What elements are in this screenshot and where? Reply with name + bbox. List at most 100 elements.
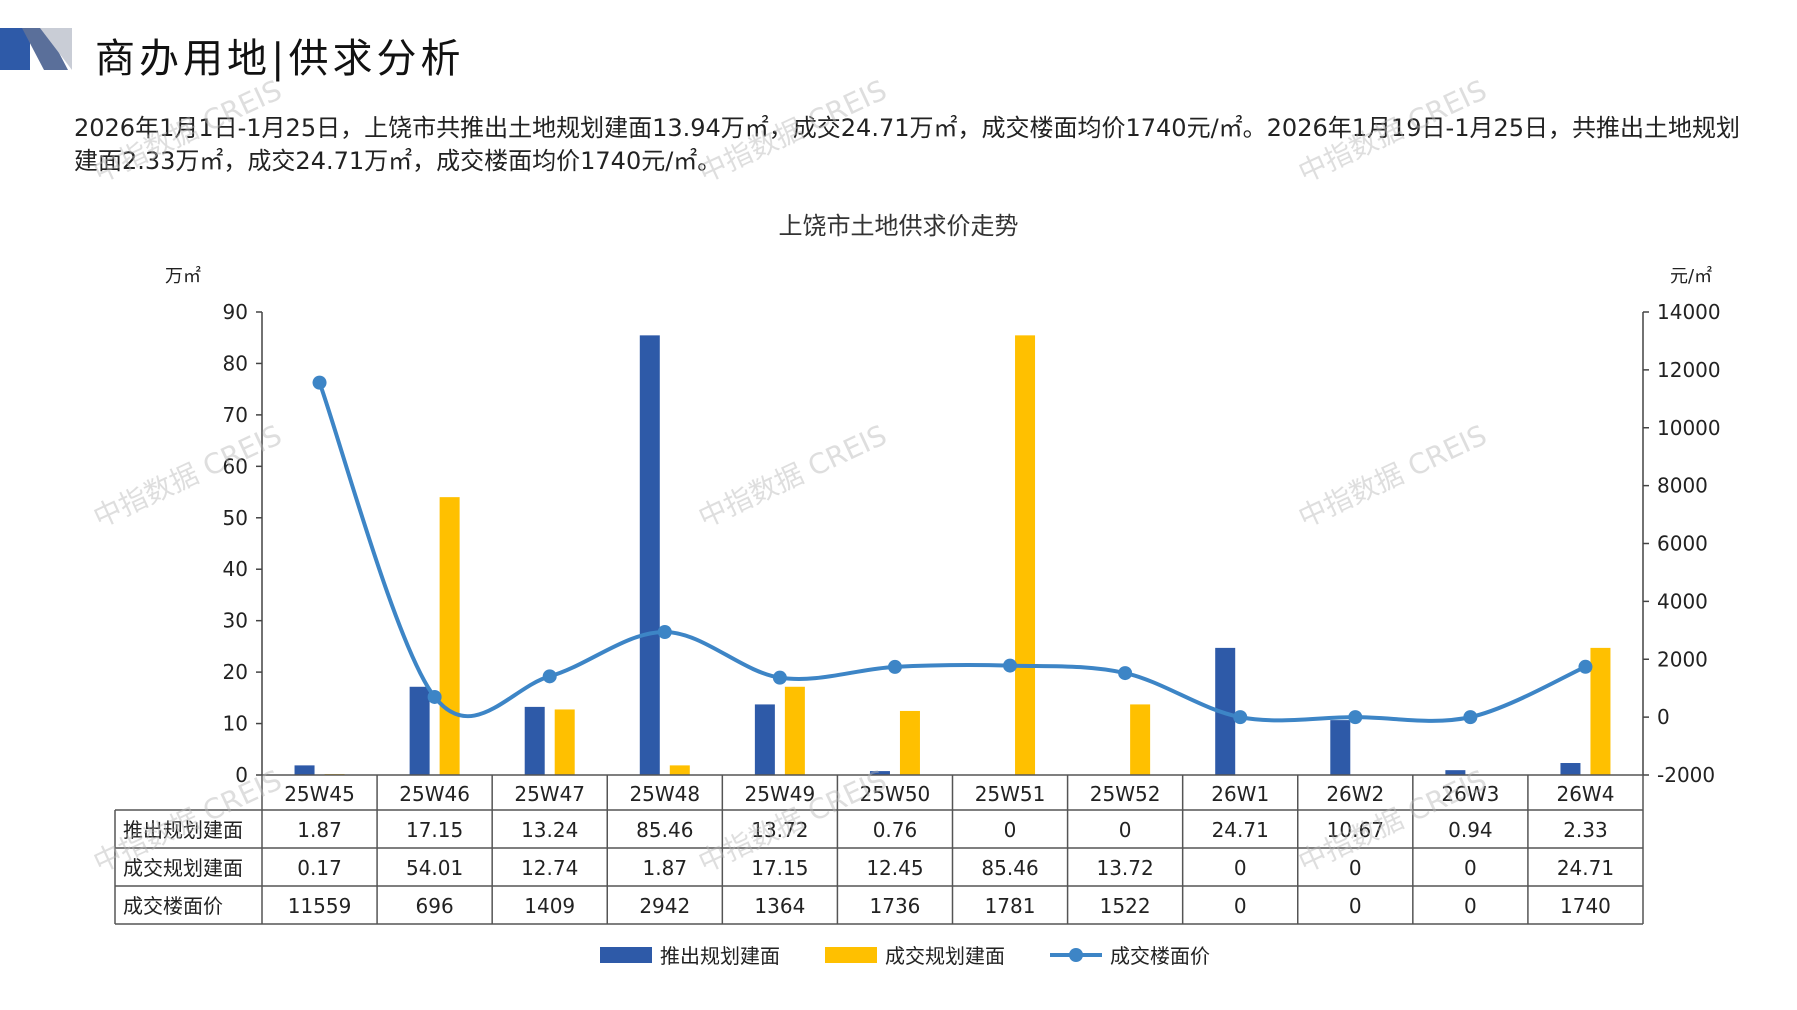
x-tick-label: 26W1 (1211, 782, 1269, 806)
point-price (657, 624, 672, 639)
table-cell: 2942 (639, 894, 690, 918)
table-cell: 1736 (870, 894, 921, 918)
table-row-header: 推出规划建面 (123, 818, 243, 842)
point-price (1233, 710, 1248, 725)
legend-label-deal: 成交规划建面 (885, 944, 1005, 968)
y-tick-label-left: 10 (223, 712, 248, 736)
x-tick-label: 26W2 (1326, 782, 1384, 806)
bar-deal (554, 709, 575, 775)
table-cell: 11559 (288, 894, 352, 918)
y-tick-label-right: 10000 (1657, 416, 1721, 440)
y-tick-label-right: 2000 (1657, 647, 1708, 671)
bar-supply (754, 704, 775, 775)
table-cell: 0 (1234, 856, 1247, 880)
legend-label-price: 成交楼面价 (1110, 944, 1210, 968)
bar-supply (294, 765, 315, 775)
point-price (1463, 710, 1478, 725)
bar-deal (439, 497, 460, 775)
summary-text: 2026年1月1日-1月25日，上饶市共推出土地规划建面13.94万㎡，成交24… (74, 114, 1741, 175)
table-cell: 13.24 (521, 818, 578, 842)
bar-supply (409, 686, 430, 775)
y-tick-label-left: 50 (223, 506, 248, 530)
table-cell: 1409 (524, 894, 575, 918)
point-price (427, 689, 442, 704)
table-cell: 24.71 (1557, 856, 1614, 880)
point-price (772, 670, 787, 685)
header: 商办用地|供求分析 (0, 24, 1797, 82)
table-cell: 0 (1234, 894, 1247, 918)
table-cell: 0.76 (873, 818, 918, 842)
bar-deal (899, 710, 920, 775)
table-row-header: 成交规划建面 (123, 856, 243, 880)
table-cell: 0 (1119, 818, 1132, 842)
chart-title: 上饶市土地供求价走势 (778, 212, 1019, 240)
table-cell: 696 (416, 894, 454, 918)
table-cell: 1781 (985, 894, 1036, 918)
bar-supply (639, 335, 660, 775)
x-tick-label: 25W50 (860, 782, 931, 806)
point-price (1348, 710, 1363, 725)
table-cell: 85.46 (981, 856, 1038, 880)
table-cell: 12.45 (866, 856, 923, 880)
point-price (542, 669, 557, 684)
bar-supply (1445, 770, 1466, 775)
bar-deal (669, 765, 690, 775)
page-title: 商办用地|供求分析 (95, 36, 465, 82)
x-tick-label: 25W52 (1090, 782, 1161, 806)
bar-deal (1590, 647, 1611, 775)
bar-supply (1330, 720, 1351, 775)
table-cell: 0 (1004, 818, 1017, 842)
x-tick-label: 25W46 (399, 782, 470, 806)
table-cell: 24.71 (1212, 818, 1269, 842)
table-cell: 1364 (754, 894, 805, 918)
point-price (887, 659, 902, 674)
y-axis-right-unit: 元/㎡ (1670, 265, 1712, 287)
table-cell: 0 (1349, 856, 1362, 880)
table-cell: 0.17 (297, 856, 342, 880)
y-tick-label-left: 70 (223, 403, 248, 427)
point-price (1578, 659, 1593, 674)
x-tick-label: 25W45 (284, 782, 355, 806)
table-cell: 1.87 (643, 856, 688, 880)
y-tick-label-left: 90 (223, 300, 248, 324)
y-tick-label-right: 4000 (1657, 589, 1708, 613)
table-cell: 2.33 (1563, 818, 1608, 842)
x-tick-label: 25W49 (745, 782, 816, 806)
table-cell: 1.87 (297, 818, 342, 842)
line-price (317, 381, 1587, 723)
header-decoration (0, 28, 72, 70)
y-tick-label-right: 6000 (1657, 532, 1708, 556)
point-price (1003, 658, 1018, 673)
bar-supply (869, 771, 890, 775)
y-tick-label-right: 12000 (1657, 358, 1721, 382)
y-tick-label-left: 30 (223, 609, 248, 633)
bar-deal (1130, 704, 1151, 775)
table-cell: 17.15 (751, 856, 808, 880)
legend-label-supply: 推出规划建面 (660, 944, 780, 968)
x-tick-label: 25W51 (975, 782, 1046, 806)
x-tick-label: 26W4 (1556, 782, 1614, 806)
table-cell: 10.67 (1327, 818, 1384, 842)
bar-supply (524, 706, 545, 775)
table-cell: 12.74 (521, 856, 578, 880)
y-tick-label-left: 60 (223, 454, 248, 478)
table-cell: 13.72 (751, 818, 808, 842)
point-price (312, 375, 327, 390)
y-tick-label-left: 0 (235, 763, 248, 787)
y-axis-left-unit: 万㎡ (165, 265, 201, 287)
y-tick-label-left: 80 (223, 351, 248, 375)
bar-deal (1015, 335, 1036, 775)
table-cell: 1740 (1560, 894, 1611, 918)
table-cell: 0 (1464, 856, 1477, 880)
y-tick-label-right: -2000 (1657, 763, 1715, 787)
legend-swatch-supply (600, 947, 652, 963)
legend-swatch-deal (825, 947, 877, 963)
y-tick-label-left: 20 (223, 660, 248, 684)
table-cell: 54.01 (406, 856, 463, 880)
table-cell: 0 (1349, 894, 1362, 918)
table-cell: 13.72 (1096, 856, 1153, 880)
bar-supply (1560, 763, 1581, 775)
y-tick-label-right: 14000 (1657, 300, 1721, 324)
table-cell: 0.94 (1448, 818, 1493, 842)
